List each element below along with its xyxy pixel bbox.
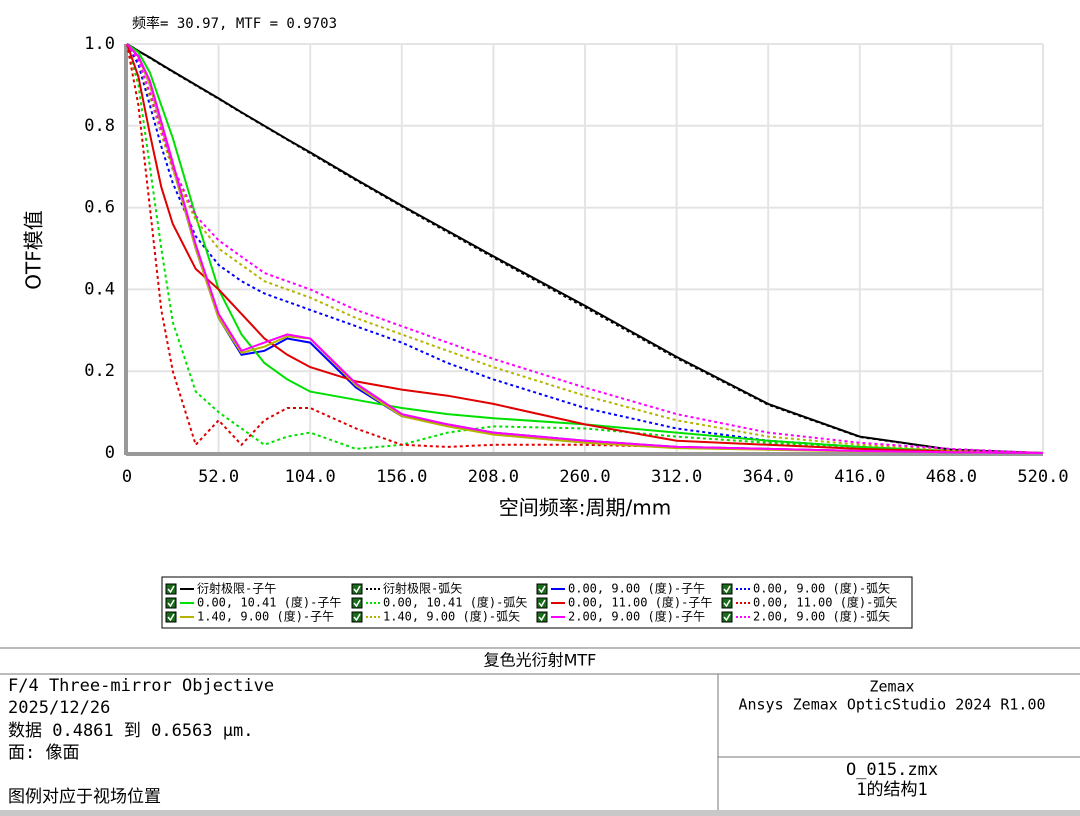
series-line xyxy=(126,43,1044,454)
legend-label: 1.40, 9.00 (度)-弧矢 xyxy=(383,609,520,624)
legend-checkbox xyxy=(721,597,733,609)
legend-check xyxy=(723,599,731,608)
x-axis-label: 空间频率:周期/mm xyxy=(499,496,671,520)
series-line xyxy=(126,43,1044,454)
panel-text: 1的结构1 xyxy=(856,780,927,800)
legend-item: 0.00, 9.00 (度)-弧矢 xyxy=(721,581,890,596)
y-tick-label: 1.0 xyxy=(84,34,115,54)
legend-checkbox xyxy=(536,611,548,623)
panel-text: O_015.zmx xyxy=(846,760,938,780)
legend-check xyxy=(167,613,175,622)
y-tick-label: 0.2 xyxy=(84,361,115,381)
legend-label: 衍射极限-子午 xyxy=(197,581,276,596)
x-tick-label: 104.0 xyxy=(285,467,336,487)
series-line xyxy=(126,43,1044,454)
x-tick-label: 416.0 xyxy=(834,467,885,487)
legend-checkbox xyxy=(351,583,363,595)
legend-check xyxy=(167,585,175,594)
legend-check xyxy=(538,599,546,608)
legend-checkbox xyxy=(536,597,548,609)
legend-label: 2.00, 9.00 (度)-子午 xyxy=(568,609,705,624)
legend-item: 0.00, 11.00 (度)-子午 xyxy=(536,595,712,610)
legend-check xyxy=(538,613,546,622)
legend-label: 0.00, 10.41 (度)-弧矢 xyxy=(383,595,527,610)
x-tick-label: 156.0 xyxy=(376,467,427,487)
legend-check xyxy=(353,585,361,594)
series-line xyxy=(126,43,1044,454)
status-bar xyxy=(0,810,1080,816)
annotation: 频率= 30.97, MTF = 0.9703 xyxy=(132,15,337,32)
legend-checkbox xyxy=(351,597,363,609)
legend-check xyxy=(353,613,361,622)
legend-label: 0.00, 10.41 (度)-子午 xyxy=(197,595,341,610)
series-line xyxy=(126,43,1044,454)
y-tick-label: 0 xyxy=(105,443,115,463)
legend-check xyxy=(167,599,175,608)
info-panel xyxy=(0,647,1080,816)
legend-item: 0.00, 10.41 (度)-子午 xyxy=(165,595,341,610)
legend-checkbox xyxy=(351,611,363,623)
legend-checkbox xyxy=(165,583,177,595)
legend-check xyxy=(723,613,731,622)
x-tick-label: 52.0 xyxy=(198,467,239,487)
series-line xyxy=(126,43,1044,454)
legend-check xyxy=(353,599,361,608)
x-tick-label: 260.0 xyxy=(559,467,610,487)
legend-label: 2.00, 9.00 (度)-弧矢 xyxy=(753,609,890,624)
legend-check xyxy=(723,585,731,594)
x-tick-label: 364.0 xyxy=(743,467,794,487)
legend-label: 1.40, 9.00 (度)-子午 xyxy=(197,609,334,624)
series-line xyxy=(126,43,1044,454)
legend-checkbox xyxy=(721,611,733,623)
y-tick-label: 0.6 xyxy=(84,198,115,218)
legend-item: 衍射极限-子午 xyxy=(165,581,276,596)
legend-label: 0.00, 9.00 (度)-弧矢 xyxy=(753,581,890,596)
legend-item: 1.40, 9.00 (度)-弧矢 xyxy=(351,609,520,624)
panel-text: 面: 像面 xyxy=(8,743,79,763)
legend-item: 衍射极限-弧矢 xyxy=(351,581,462,596)
legend-item: 0.00, 11.00 (度)-弧矢 xyxy=(721,595,897,610)
panel-text: 2025/12/26 xyxy=(8,698,110,718)
legend-label: 0.00, 11.00 (度)-子午 xyxy=(568,595,712,610)
legend-checkbox xyxy=(721,583,733,595)
panel-title: 复色光衍射MTF xyxy=(484,651,597,670)
x-tick-label: 520.0 xyxy=(1017,467,1068,487)
x-tick-label: 468.0 xyxy=(926,467,977,487)
legend-label: 衍射极限-弧矢 xyxy=(383,581,462,596)
panel-text: Ansys Zemax OpticStudio 2024 R1.00 xyxy=(738,696,1045,714)
panel-text: F/4 Three-mirror Objective xyxy=(8,676,274,696)
y-tick-label: 0.8 xyxy=(84,116,115,136)
x-tick-label: 0 xyxy=(122,467,132,487)
panel-text: 数据 0.4861 到 0.6563 μm. xyxy=(8,721,253,741)
legend-label: 0.00, 11.00 (度)-弧矢 xyxy=(753,595,897,610)
legend-checkbox xyxy=(536,583,548,595)
x-tick-label: 312.0 xyxy=(651,467,702,487)
legend-item: 2.00, 9.00 (度)-子午 xyxy=(536,609,705,624)
legend-check xyxy=(538,585,546,594)
y-tick-label: 0.4 xyxy=(84,279,115,299)
legend-item: 0.00, 9.00 (度)-子午 xyxy=(536,581,705,596)
legend-checkbox xyxy=(165,597,177,609)
legend-checkbox xyxy=(165,611,177,623)
x-tick-label: 208.0 xyxy=(468,467,519,487)
legend-item: 1.40, 9.00 (度)-子午 xyxy=(165,609,334,624)
panel-text: 图例对应于视场位置 xyxy=(8,787,161,807)
panel-text: Zemax xyxy=(869,678,914,696)
legend-label: 0.00, 9.00 (度)-子午 xyxy=(568,581,705,596)
y-axis-label: OTF模值 xyxy=(22,210,46,289)
legend-item: 0.00, 10.41 (度)-弧矢 xyxy=(351,595,527,610)
legend-item: 2.00, 9.00 (度)-弧矢 xyxy=(721,609,890,624)
